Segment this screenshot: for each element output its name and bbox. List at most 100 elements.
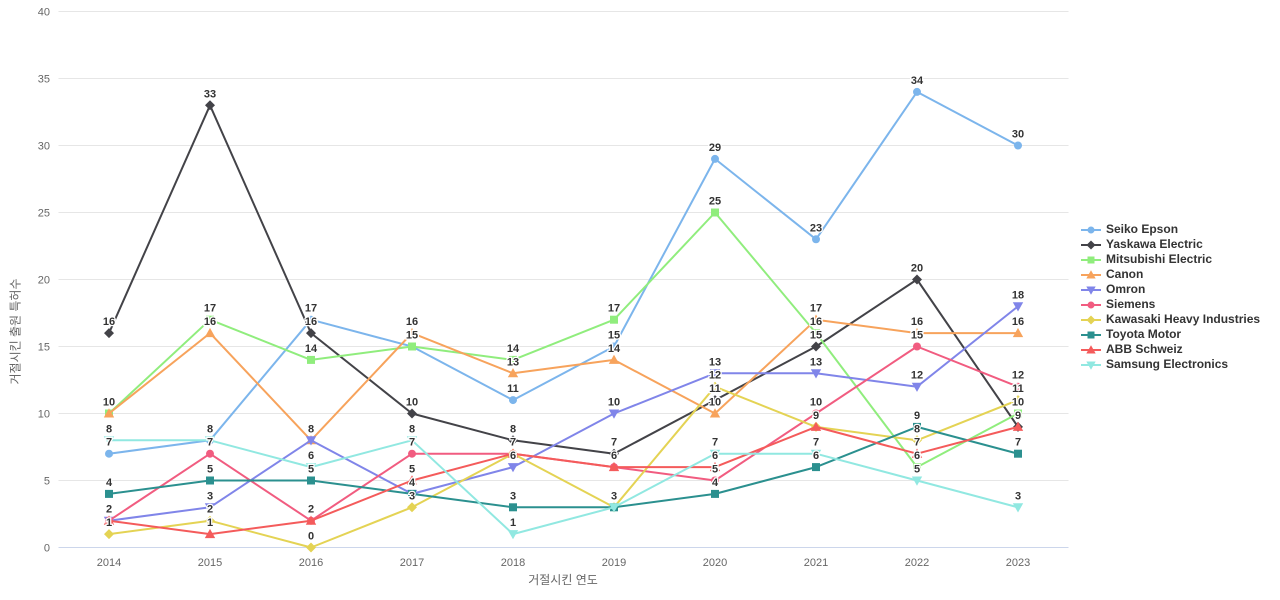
data-point-marker[interactable] xyxy=(204,327,216,338)
data-point-marker[interactable] xyxy=(709,369,721,379)
data-point-marker[interactable] xyxy=(103,436,115,446)
data-point-marker[interactable] xyxy=(912,435,922,446)
data-point-marker[interactable] xyxy=(509,355,517,364)
data-point-marker[interactable] xyxy=(1012,302,1024,312)
data-point-marker[interactable] xyxy=(204,503,216,513)
data-point-marker[interactable] xyxy=(812,463,820,472)
data-point-marker[interactable] xyxy=(406,475,418,485)
legend-item-abb-schweiz[interactable]: ABB Schweiz xyxy=(1081,342,1260,357)
data-point-marker[interactable] xyxy=(711,208,719,217)
data-point-marker[interactable] xyxy=(709,461,721,472)
data-point-marker[interactable] xyxy=(307,355,315,364)
data-point-marker[interactable] xyxy=(1086,286,1096,295)
legend-item-yaskawa-electric[interactable]: Yaskawa Electric xyxy=(1081,237,1260,252)
data-point-marker[interactable] xyxy=(911,382,923,392)
data-point-marker[interactable] xyxy=(103,408,115,418)
data-point-marker[interactable] xyxy=(407,408,417,419)
data-point-marker[interactable] xyxy=(812,409,820,418)
data-point-marker[interactable] xyxy=(911,448,923,458)
data-point-marker[interactable] xyxy=(610,315,618,324)
data-point-marker[interactable] xyxy=(710,395,720,406)
data-point-marker[interactable] xyxy=(206,315,214,324)
data-point-marker[interactable] xyxy=(307,476,315,485)
data-point-marker[interactable] xyxy=(306,328,316,339)
legend-item-canon[interactable]: Canon xyxy=(1081,267,1260,282)
data-point-marker[interactable] xyxy=(305,463,317,473)
data-point-marker[interactable] xyxy=(810,314,822,324)
data-point-marker[interactable] xyxy=(104,328,114,339)
data-point-marker[interactable] xyxy=(913,463,921,472)
data-point-marker[interactable] xyxy=(507,530,519,540)
legend-item-seiko-epson[interactable]: Seiko Epson xyxy=(1081,222,1260,237)
data-point-marker[interactable] xyxy=(609,448,619,459)
data-point-marker[interactable] xyxy=(204,436,216,446)
data-point-marker[interactable] xyxy=(1086,315,1096,324)
data-point-marker[interactable] xyxy=(1012,503,1024,513)
data-point-marker[interactable] xyxy=(810,421,822,431)
data-point-marker[interactable] xyxy=(608,461,620,472)
data-point-marker[interactable] xyxy=(307,315,315,324)
data-point-marker[interactable] xyxy=(104,529,114,540)
data-point-marker[interactable] xyxy=(407,502,417,513)
legend-item-toyota-motor[interactable]: Toyota Motor xyxy=(1081,327,1260,342)
data-point-marker[interactable] xyxy=(711,154,719,163)
data-point-marker[interactable] xyxy=(913,342,921,351)
data-point-marker[interactable] xyxy=(1014,141,1022,150)
data-point-marker[interactable] xyxy=(1014,382,1022,391)
data-point-marker[interactable] xyxy=(1086,344,1096,353)
data-point-marker[interactable] xyxy=(1086,269,1096,278)
data-point-marker[interactable] xyxy=(913,87,921,96)
data-point-marker[interactable] xyxy=(608,503,620,513)
data-point-marker[interactable] xyxy=(911,476,923,486)
data-point-marker[interactable] xyxy=(507,448,519,458)
data-point-marker[interactable] xyxy=(912,274,922,285)
data-point-marker[interactable] xyxy=(812,329,820,338)
data-point-marker[interactable] xyxy=(911,327,923,338)
data-point-marker[interactable] xyxy=(1087,226,1095,233)
data-point-marker[interactable] xyxy=(711,489,719,498)
data-point-marker[interactable] xyxy=(1087,331,1095,338)
data-point-marker[interactable] xyxy=(709,449,721,459)
data-point-marker[interactable] xyxy=(810,449,822,459)
data-point-marker[interactable] xyxy=(206,449,214,458)
data-point-marker[interactable] xyxy=(408,489,416,498)
data-point-marker[interactable] xyxy=(1014,409,1022,418)
data-point-marker[interactable] xyxy=(610,342,618,351)
data-point-marker[interactable] xyxy=(408,342,416,351)
legend-item-siemens[interactable]: Siemens xyxy=(1081,297,1260,312)
data-point-marker[interactable] xyxy=(507,463,519,473)
data-point-marker[interactable] xyxy=(608,354,620,364)
data-point-marker[interactable] xyxy=(105,449,113,458)
data-point-marker[interactable] xyxy=(305,436,317,446)
data-point-marker[interactable] xyxy=(810,369,822,379)
data-point-marker[interactable] xyxy=(205,100,215,111)
data-point-marker[interactable] xyxy=(509,396,517,405)
data-point-marker[interactable] xyxy=(1012,421,1024,431)
data-point-marker[interactable] xyxy=(508,435,518,446)
data-point-marker[interactable] xyxy=(608,409,620,419)
data-point-marker[interactable] xyxy=(1086,240,1096,249)
data-point-marker[interactable] xyxy=(811,341,821,352)
legend-item-samsung-electronics[interactable]: Samsung Electronics xyxy=(1081,357,1260,372)
data-point-marker[interactable] xyxy=(1087,301,1095,308)
legend-item-mitsubishi-electric[interactable]: Mitsubishi Electric xyxy=(1081,252,1260,267)
data-point-marker[interactable] xyxy=(406,436,418,446)
data-point-marker[interactable] xyxy=(509,503,517,512)
data-point-marker[interactable] xyxy=(105,489,113,498)
data-point-marker[interactable] xyxy=(205,515,215,526)
data-point-marker[interactable] xyxy=(1087,256,1095,263)
data-point-marker[interactable] xyxy=(507,368,519,378)
data-point-marker[interactable] xyxy=(406,327,418,338)
data-point-marker[interactable] xyxy=(711,476,719,485)
data-point-marker[interactable] xyxy=(1014,449,1022,458)
data-point-marker[interactable] xyxy=(913,422,921,431)
data-point-marker[interactable] xyxy=(1012,327,1024,338)
data-point-marker[interactable] xyxy=(306,542,316,553)
data-point-marker[interactable] xyxy=(1086,361,1096,370)
data-point-marker[interactable] xyxy=(103,515,115,525)
data-point-marker[interactable] xyxy=(812,235,820,244)
data-point-marker[interactable] xyxy=(204,528,216,539)
data-point-marker[interactable] xyxy=(710,381,720,392)
data-point-marker[interactable] xyxy=(1013,395,1023,406)
data-point-marker[interactable] xyxy=(305,515,317,525)
